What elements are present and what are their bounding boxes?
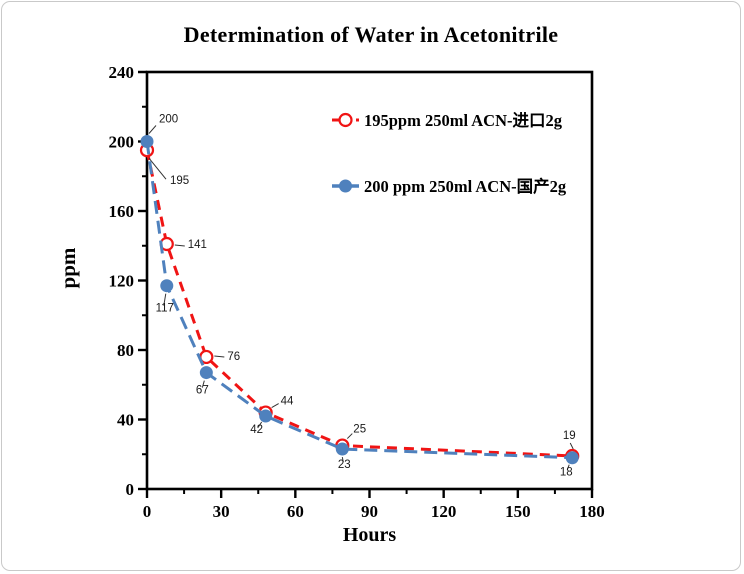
data-point-label: 141 xyxy=(188,239,207,251)
data-point-marker xyxy=(335,442,349,456)
x-tick-label: 120 xyxy=(431,502,457,521)
series-domestic: 200 117 67 42 23 18 xyxy=(140,114,579,479)
x-tick-label: 150 xyxy=(505,502,531,521)
x-tick-label: 90 xyxy=(361,502,378,521)
y-tick-label: 240 xyxy=(109,63,135,82)
data-point-label: 19 xyxy=(563,430,576,442)
x-axis-label: Hours xyxy=(342,524,397,546)
y-tick-label: 80 xyxy=(117,341,134,360)
axes: 0 30 60 90 120 150 180 0 40 80 120 160 200 240 xyxy=(109,63,605,521)
data-label-leader xyxy=(174,244,185,247)
data-label-leader xyxy=(346,433,353,439)
data-point-marker xyxy=(259,409,273,423)
data-label-leader xyxy=(214,355,225,358)
data-label-leader xyxy=(148,125,157,134)
data-label-leader xyxy=(271,403,279,408)
chart-title: Determination of Water in Acetonitrile xyxy=(183,22,559,47)
data-point-marker xyxy=(565,451,579,465)
y-tick-label: 0 xyxy=(126,480,135,499)
data-label-leader xyxy=(569,442,574,450)
series-line xyxy=(145,149,573,458)
data-point-label: 117 xyxy=(156,303,174,315)
data-label-leader xyxy=(341,456,344,463)
data-point-label: 76 xyxy=(227,351,240,363)
data-label-leader xyxy=(148,157,167,180)
x-tick-label: 30 xyxy=(213,502,230,521)
series-line xyxy=(145,141,573,460)
y-tick-label: 160 xyxy=(109,202,135,221)
data-point-label: 44 xyxy=(281,396,294,408)
data-label-leader xyxy=(201,380,205,388)
y-tick-label: 40 xyxy=(117,411,134,430)
y-tick-label: 200 xyxy=(109,133,135,152)
data-point-label: 25 xyxy=(353,424,366,436)
data-point-label: 67 xyxy=(196,385,209,397)
x-tick-label: 60 xyxy=(287,502,304,521)
data-label-leader xyxy=(566,464,570,470)
x-tick-label: 0 xyxy=(143,502,152,521)
legend-label: 195ppm 250ml ACN-进口2g xyxy=(364,111,563,130)
data-label-leader xyxy=(163,293,167,306)
data-point-label: 23 xyxy=(338,459,351,471)
y-tick-label: 120 xyxy=(109,272,135,291)
data-point-marker xyxy=(140,135,154,148)
legend: 195ppm 250ml ACN-进口2g 200 ppm 250ml ACN-国… xyxy=(332,111,567,196)
data-label-leader xyxy=(257,421,263,429)
data-point-label: 42 xyxy=(250,424,263,436)
legend-marker xyxy=(339,179,352,193)
data-point-marker xyxy=(160,279,174,293)
x-tick-label: 180 xyxy=(579,502,605,521)
data-point-marker xyxy=(199,366,213,380)
legend-marker xyxy=(338,112,353,128)
legend-label: 200 ppm 250ml ACN-国产2g xyxy=(364,176,567,196)
data-point-label: 18 xyxy=(560,467,573,479)
data-point-label: 200 xyxy=(159,114,178,126)
data-point-label: 195 xyxy=(170,175,189,187)
